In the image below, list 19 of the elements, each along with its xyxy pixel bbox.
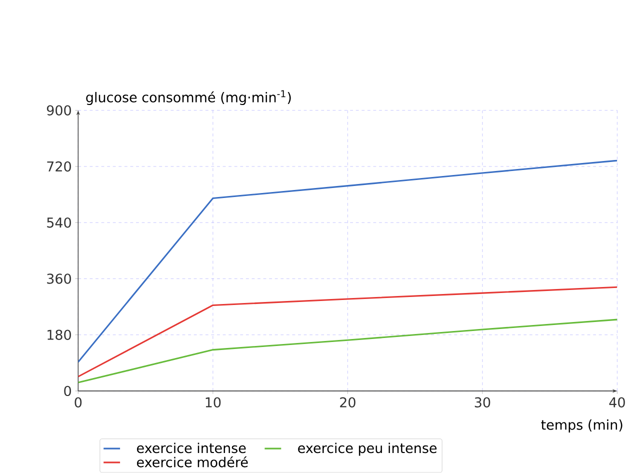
y-tick-label: 540 <box>47 218 71 228</box>
y-tick-label: 0 <box>64 386 71 396</box>
y-tick-label: 900 <box>46 105 71 116</box>
y-tick-label: 360 <box>47 274 71 284</box>
legend-label: exercice intense <box>136 442 246 454</box>
x-axis-title: temps (min) <box>541 420 622 433</box>
x-tick-label: 20 <box>340 397 356 408</box>
x-tick-label: 10 <box>206 397 221 408</box>
y-tick-label: 720 <box>47 162 71 172</box>
x-tick-label: 30 <box>474 397 490 408</box>
line-series <box>78 286 618 378</box>
legend-label: exercice modéré <box>136 456 248 468</box>
line-series <box>78 318 618 384</box>
y-axis-title: glucose consommé (mg·min$^{-1}$) <box>86 90 291 106</box>
legend-label: exercice peu intense <box>298 442 437 456</box>
line-series <box>78 160 618 363</box>
y-tick-label: 180 <box>48 330 71 340</box>
x-tick-label: 40 <box>609 397 625 408</box>
x-tick-label: 0 <box>74 397 82 408</box>
